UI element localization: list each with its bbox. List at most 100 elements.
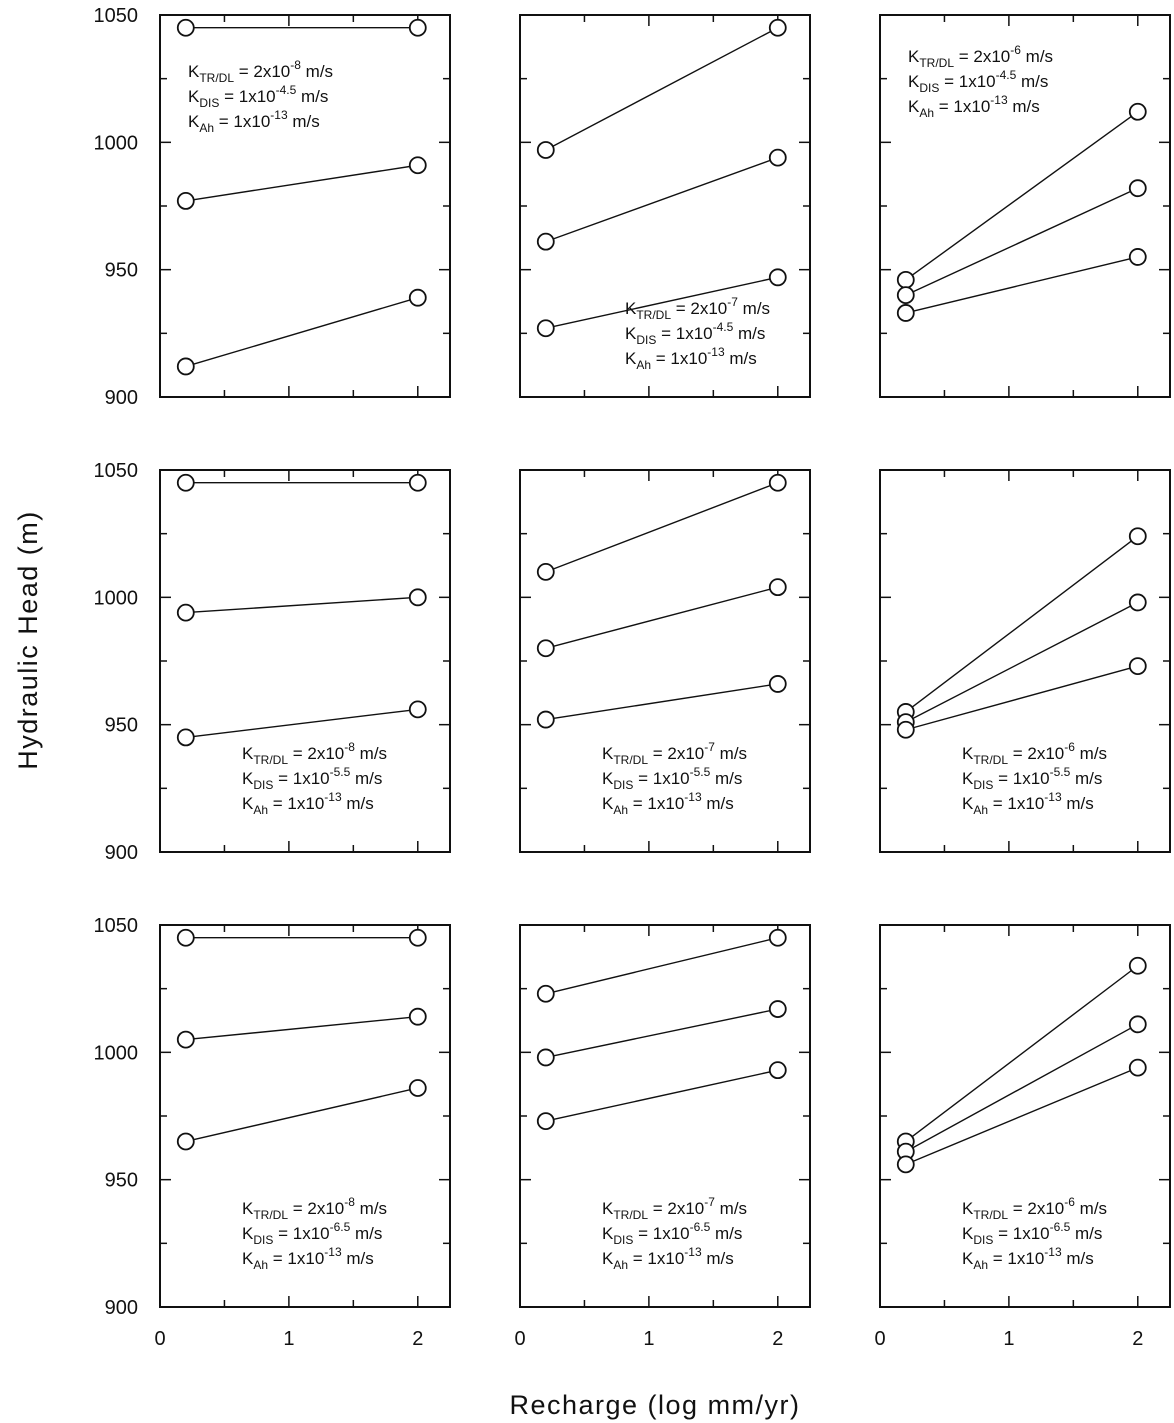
- anno-subscript: DIS: [919, 81, 939, 95]
- anno-subscript: DIS: [973, 1233, 993, 1247]
- anno-exponent: -8: [344, 740, 355, 754]
- anno-value: = 1x10: [219, 87, 275, 106]
- anno-unit: m/s: [1062, 794, 1094, 813]
- anno-symbol: K: [242, 744, 254, 763]
- data-point: [176, 1132, 195, 1151]
- anno-symbol: K: [188, 62, 200, 81]
- anno-symbol: K: [602, 769, 614, 788]
- x-tick-label: 0: [874, 1328, 885, 1350]
- data-point: [768, 268, 787, 287]
- data-point: [408, 588, 427, 607]
- series-line-3: [905, 665, 1138, 731]
- data-point: [408, 18, 427, 37]
- anno-symbol: K: [625, 349, 637, 368]
- anno-value: = 1x10: [993, 1224, 1049, 1243]
- anno-unit: m/s: [350, 1224, 382, 1243]
- data-point: [1128, 527, 1147, 546]
- anno-subscript: DIS: [613, 1233, 633, 1247]
- series-line-2: [185, 164, 418, 202]
- anno-value: = 1x10: [273, 1224, 329, 1243]
- anno-unit: m/s: [296, 87, 328, 106]
- anno-subscript: TR/DL: [973, 753, 1008, 767]
- data-point: [536, 639, 555, 658]
- annotation-line: KAh = 1x10-13 m/s: [242, 790, 374, 817]
- y-tick-label: 900: [105, 387, 138, 409]
- anno-unit: m/s: [710, 769, 742, 788]
- anno-exponent: -13: [684, 790, 702, 804]
- data-point: [768, 473, 787, 492]
- anno-symbol: K: [602, 794, 614, 813]
- annotation-line: KTR/DL = 2x10-6 m/s: [962, 740, 1107, 767]
- x-tick-label: 2: [1132, 1328, 1143, 1350]
- anno-symbol: K: [242, 1249, 254, 1268]
- anno-subscript: Ah: [919, 106, 934, 120]
- x-tick-label: 0: [514, 1328, 525, 1350]
- anno-value: = 1x10: [934, 97, 990, 116]
- data-point: [1128, 657, 1147, 675]
- anno-value: = 2x10: [648, 1199, 704, 1218]
- data-point: [408, 156, 427, 175]
- data-point: [536, 710, 555, 729]
- x-axis-title: Recharge (log mm/yr): [509, 1390, 800, 1420]
- anno-value: = 2x10: [1008, 1199, 1064, 1218]
- annotation-line: KDIS = 1x10-6.5 m/s: [602, 1220, 742, 1247]
- anno-symbol: K: [908, 97, 920, 116]
- anno-exponent: -5.5: [330, 765, 351, 779]
- annotation-line: KAh = 1x10-13 m/s: [908, 93, 1040, 120]
- anno-symbol: K: [242, 1199, 254, 1218]
- data-point: [1128, 593, 1147, 612]
- annotation-line: KDIS = 1x10-5.5 m/s: [242, 765, 382, 792]
- anno-subscript: TR/DL: [253, 753, 288, 767]
- anno-subscript: TR/DL: [199, 71, 234, 85]
- annotation-line: KDIS = 1x10-5.5 m/s: [962, 765, 1102, 792]
- anno-symbol: K: [625, 324, 637, 343]
- data-point: [536, 984, 555, 1003]
- anno-symbol: K: [602, 1199, 614, 1218]
- anno-symbol: K: [242, 794, 254, 813]
- anno-symbol: K: [188, 112, 200, 131]
- data-point: [408, 1079, 427, 1097]
- data-point: [536, 141, 555, 159]
- data-point: [768, 18, 787, 37]
- data-point: [1128, 1058, 1147, 1077]
- data-point: [896, 1155, 915, 1174]
- annotation-line: KDIS = 1x10-4.5 m/s: [908, 68, 1048, 95]
- data-point: [768, 1000, 787, 1018]
- anno-unit: m/s: [350, 769, 382, 788]
- series-line-3: [545, 683, 778, 721]
- anno-symbol: K: [962, 1224, 974, 1243]
- anno-value: = 1x10: [628, 794, 684, 813]
- anno-symbol: K: [908, 72, 920, 91]
- annotation-line: KDIS = 1x10-6.5 m/s: [242, 1220, 382, 1247]
- anno-exponent: -8: [344, 1195, 355, 1209]
- data-point: [176, 357, 195, 376]
- data-point: [176, 192, 195, 210]
- annotation-line: KTR/DL = 2x10-7 m/s: [602, 1195, 747, 1222]
- anno-subscript: Ah: [253, 1258, 268, 1272]
- y-tick-label: 950: [105, 1170, 138, 1192]
- annotation-line: KAh = 1x10-13 m/s: [625, 345, 757, 372]
- anno-value: = 2x10: [288, 1199, 344, 1218]
- y-axis-title: Hydraulic Head (m): [13, 510, 43, 770]
- anno-exponent: -13: [324, 790, 342, 804]
- x-tick-label: 2: [772, 1328, 783, 1350]
- anno-exponent: -4.5: [276, 83, 297, 97]
- y-tick-label: 950: [105, 715, 138, 737]
- annotation-line: KTR/DL = 2x10-7 m/s: [602, 740, 747, 767]
- series-line-3: [545, 1069, 778, 1122]
- annotation-line: KTR/DL = 2x10-8 m/s: [242, 1195, 387, 1222]
- anno-unit: m/s: [342, 1249, 374, 1268]
- anno-exponent: -6.5: [690, 1220, 711, 1234]
- annotation-line: KTR/DL = 2x10-8 m/s: [242, 740, 387, 767]
- annotation-line: KDIS = 1x10-4.5 m/s: [625, 320, 765, 347]
- anno-unit: m/s: [1075, 1199, 1107, 1218]
- anno-value: = 2x10: [234, 62, 290, 81]
- x-tick-label: 1: [643, 1328, 654, 1350]
